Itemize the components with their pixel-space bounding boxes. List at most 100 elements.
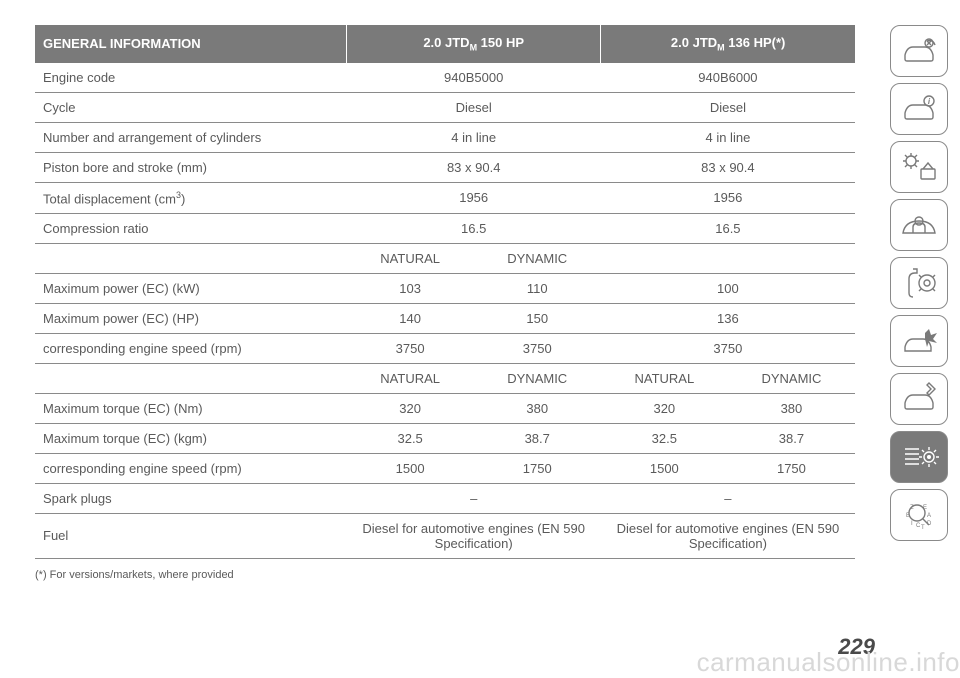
val-cylinders-b: 4 in line — [601, 122, 855, 152]
page-content: GENERAL INFORMATION 2.0 JTDM 150 HP 2.0 … — [0, 0, 855, 581]
label-fuel: Fuel — [35, 513, 347, 558]
table-row: Cycle Diesel Diesel — [35, 92, 855, 122]
val-speed2-n1: 1500 — [347, 453, 474, 483]
val-speed2-d1: 1750 — [474, 453, 601, 483]
val-fuel-a: Diesel for automotive engines (EN 590 Sp… — [347, 513, 601, 558]
svg-text:T: T — [921, 525, 925, 531]
table-row: Maximum power (EC) (kW) 103 110 100 — [35, 273, 855, 303]
svg-text:Z: Z — [910, 505, 914, 511]
val-speed1-n: 3750 — [347, 333, 474, 363]
label-speed1: corresponding engine speed (rpm) — [35, 333, 347, 363]
subhead-dynamic-2b: DYNAMIC — [728, 363, 855, 393]
header-engine-1: 2.0 JTDM 150 HP — [347, 25, 601, 63]
val-speed1-d: 3750 — [474, 333, 601, 363]
label-compression: Compression ratio — [35, 213, 347, 243]
val-bore-a: 83 x 90.4 — [347, 152, 601, 182]
table-row: Compression ratio 16.5 16.5 — [35, 213, 855, 243]
label-cycle: Cycle — [35, 92, 347, 122]
subhead-dynamic-2a: DYNAMIC — [474, 363, 601, 393]
tab-maintenance-icon[interactable] — [890, 373, 948, 425]
val-maxpower-kw-d: 110 — [474, 273, 601, 303]
svg-text:I: I — [911, 521, 913, 527]
label-speed2: corresponding engine speed (rpm) — [35, 453, 347, 483]
h2-post: 150 HP — [477, 35, 524, 50]
tab-index-icon[interactable]: ZEBAICTD — [890, 489, 948, 541]
table-row: Engine code 940B5000 940B6000 — [35, 63, 855, 93]
val-compression-a: 16.5 — [347, 213, 601, 243]
tab-starting-icon[interactable] — [890, 141, 948, 193]
tab-warning-icon[interactable] — [890, 199, 948, 251]
disp-post: ) — [181, 191, 185, 206]
tab-accident-icon[interactable] — [890, 315, 948, 367]
table-row: Spark plugs – – — [35, 483, 855, 513]
label-torque-nm: Maximum torque (EC) (Nm) — [35, 393, 347, 423]
label-torque-kgm: Maximum torque (EC) (kgm) — [35, 423, 347, 453]
h2-sub: M — [470, 43, 478, 53]
subhead-natural-1: NATURAL — [347, 243, 474, 273]
label-engine-code: Engine code — [35, 63, 347, 93]
val-torque-nm-n1: 320 — [347, 393, 474, 423]
h3-post: 136 HP(*) — [725, 35, 786, 50]
subhead-natural-2a: NATURAL — [347, 363, 474, 393]
disp-pre: Total displacement (cm — [43, 191, 176, 206]
val-engine-code-a: 940B5000 — [347, 63, 601, 93]
val-maxpower-kw-n: 103 — [347, 273, 474, 303]
tab-technical-data-icon[interactable] — [890, 431, 948, 483]
val-compression-b: 16.5 — [601, 213, 855, 243]
svg-text:D: D — [927, 521, 932, 527]
sidebar-tabs: i ZEBAICTD — [890, 25, 948, 541]
h3-sub: M — [717, 43, 725, 53]
val-torque-kgm-n2: 32.5 — [601, 423, 728, 453]
val-torque-nm-d2: 380 — [728, 393, 855, 423]
val-torque-kgm-n1: 32.5 — [347, 423, 474, 453]
subhead-dynamic-1: DYNAMIC — [474, 243, 601, 273]
tab-safety-icon[interactable]: i — [890, 83, 948, 135]
val-speed2-d2: 1750 — [728, 453, 855, 483]
table-row: corresponding engine speed (rpm) 3750 37… — [35, 333, 855, 363]
val-cycle-a: Diesel — [347, 92, 601, 122]
svg-text:E: E — [923, 505, 927, 511]
val-maxpower-hp-b: 136 — [601, 303, 855, 333]
header-general-info: GENERAL INFORMATION — [35, 25, 347, 63]
table-row: Fuel Diesel for automotive engines (EN 5… — [35, 513, 855, 558]
val-torque-kgm-d1: 38.7 — [474, 423, 601, 453]
val-plugs-b: – — [601, 483, 855, 513]
table-row: corresponding engine speed (rpm) 1500 17… — [35, 453, 855, 483]
svg-text:B: B — [906, 513, 910, 519]
val-cylinders-a: 4 in line — [347, 122, 601, 152]
svg-text:i: i — [928, 97, 931, 106]
table-header-row: GENERAL INFORMATION 2.0 JTDM 150 HP 2.0 … — [35, 25, 855, 63]
table-row: NATURAL DYNAMIC — [35, 243, 855, 273]
watermark: carmanualsonline.info — [697, 647, 960, 678]
val-speed2-n2: 1500 — [601, 453, 728, 483]
table-row: NATURAL DYNAMIC NATURAL DYNAMIC — [35, 363, 855, 393]
val-maxpower-hp-d: 150 — [474, 303, 601, 333]
val-speed1-b: 3750 — [601, 333, 855, 363]
label-maxpower-kw: Maximum power (EC) (kW) — [35, 273, 347, 303]
footnote: (*) For versions/markets, where provided — [35, 569, 855, 581]
val-torque-nm-d1: 380 — [474, 393, 601, 423]
h3-pre: 2.0 JTD — [671, 35, 717, 50]
tab-emergency-icon[interactable] — [890, 257, 948, 309]
label-empty1 — [35, 243, 347, 273]
table-row: Total displacement (cm3) 1956 1956 — [35, 182, 855, 213]
val-bore-b: 83 x 90.4 — [601, 152, 855, 182]
val-fuel-b: Diesel for automotive engines (EN 590 Sp… — [601, 513, 855, 558]
svg-text:A: A — [927, 513, 931, 519]
val-maxpower-hp-n: 140 — [347, 303, 474, 333]
label-cylinders: Number and arrangement of cylinders — [35, 122, 347, 152]
table-row: Maximum torque (EC) (kgm) 32.5 38.7 32.5… — [35, 423, 855, 453]
val-maxpower-kw-b: 100 — [601, 273, 855, 303]
val-torque-nm-n2: 320 — [601, 393, 728, 423]
subhead-natural-2b: NATURAL — [601, 363, 728, 393]
val-displacement-a: 1956 — [347, 182, 601, 213]
label-maxpower-hp: Maximum power (EC) (HP) — [35, 303, 347, 333]
tab-knowing-car-icon[interactable] — [890, 25, 948, 77]
h2-pre: 2.0 JTD — [423, 35, 469, 50]
table-row: Number and arrangement of cylinders 4 in… — [35, 122, 855, 152]
val-plugs-a: – — [347, 483, 601, 513]
table-row: Maximum power (EC) (HP) 140 150 136 — [35, 303, 855, 333]
val-cycle-b: Diesel — [601, 92, 855, 122]
label-empty2 — [35, 363, 347, 393]
val-displacement-b: 1956 — [601, 182, 855, 213]
